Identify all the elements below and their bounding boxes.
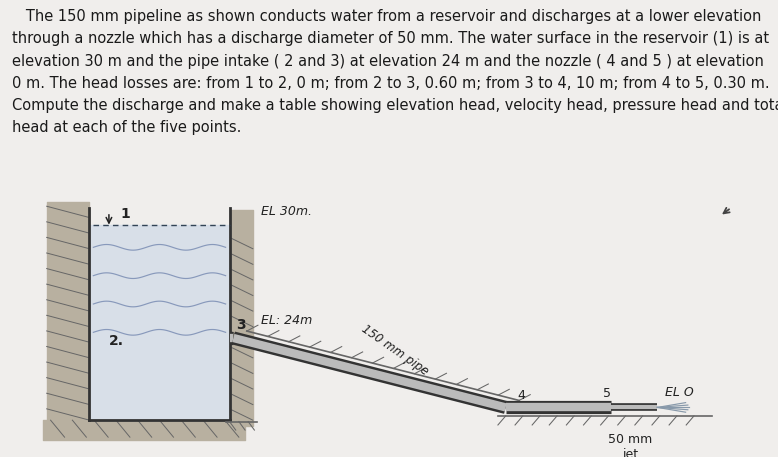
Text: 50 mm
jet: 50 mm jet	[608, 433, 652, 457]
Polygon shape	[89, 225, 230, 420]
Text: The 150 mm pipeline as shown conducts water from a reservoir and discharges at a: The 150 mm pipeline as shown conducts wa…	[12, 9, 778, 135]
Text: 150 mm pipe: 150 mm pipe	[359, 323, 431, 378]
Text: EL O: EL O	[665, 386, 694, 399]
Text: 1: 1	[121, 207, 131, 221]
Text: 5: 5	[603, 388, 611, 400]
Text: EL 30m.: EL 30m.	[261, 205, 312, 218]
Text: 4: 4	[517, 389, 525, 402]
Text: 3: 3	[236, 319, 245, 333]
Text: 2.: 2.	[109, 334, 124, 348]
Text: EL: 24m: EL: 24m	[261, 314, 312, 327]
